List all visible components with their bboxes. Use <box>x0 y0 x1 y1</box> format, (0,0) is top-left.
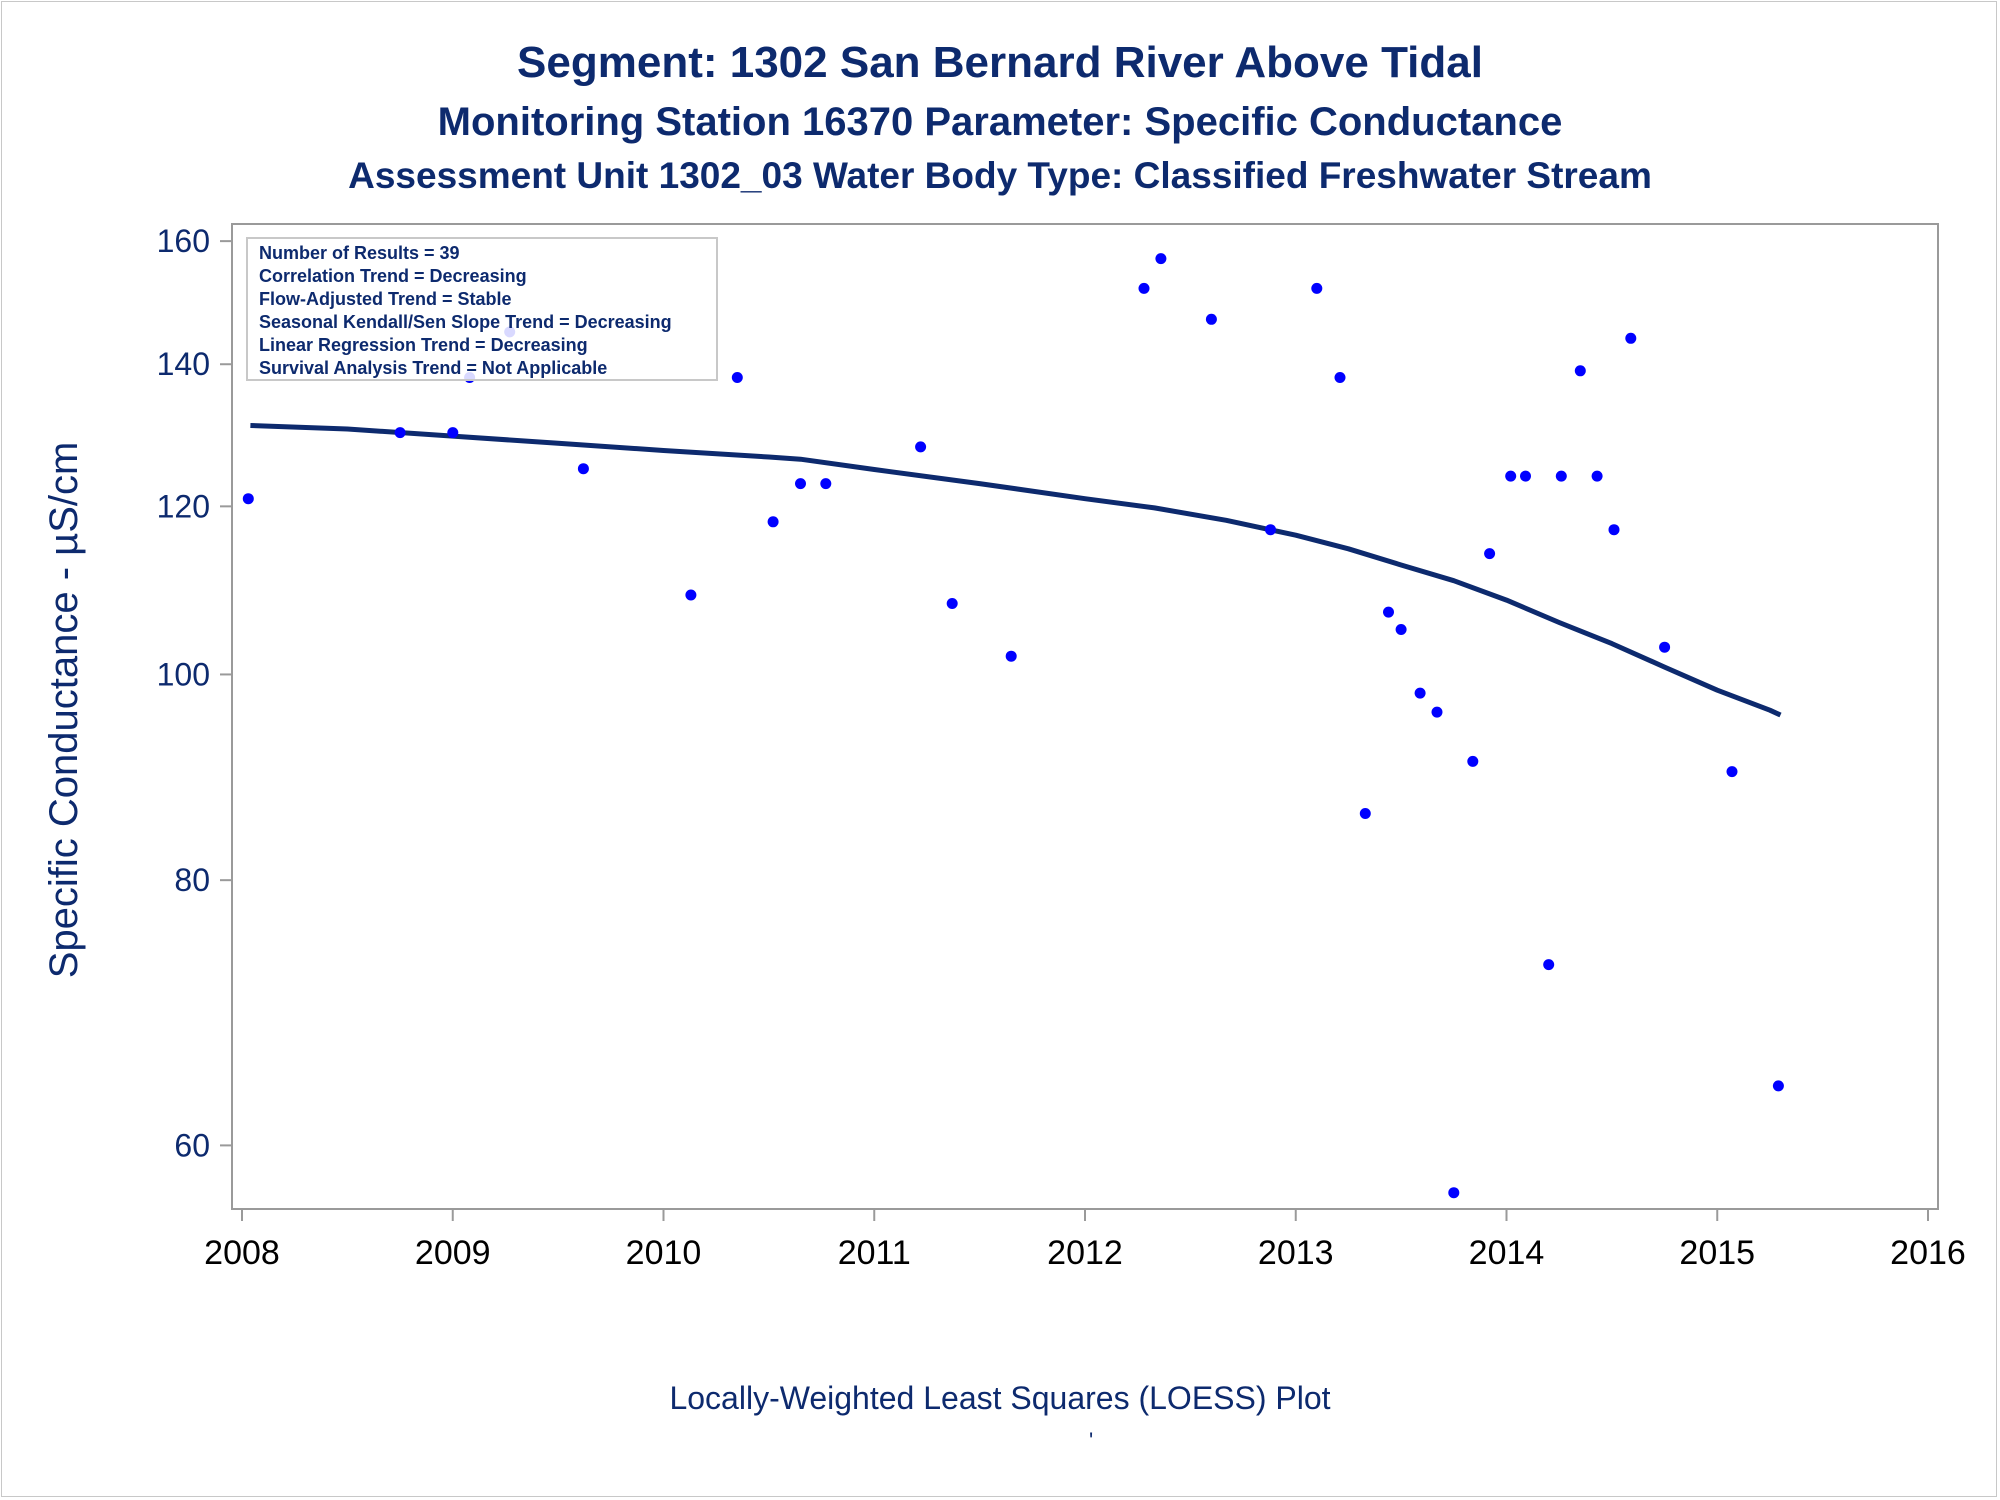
data-point <box>1311 282 1323 294</box>
stats-legend-line: Linear Regression Trend = Decreasing <box>259 335 588 355</box>
data-point <box>1574 365 1586 377</box>
data-point <box>685 589 697 601</box>
data-point <box>1265 524 1276 536</box>
data-point <box>1659 641 1671 653</box>
y-tick-label-120: 120 <box>157 488 210 524</box>
data-point <box>1467 755 1479 767</box>
data-point <box>1591 470 1603 482</box>
data-point <box>1395 624 1407 635</box>
y-tick-label-80: 80 <box>174 862 210 898</box>
data-point <box>946 598 958 609</box>
data-point <box>1431 706 1443 718</box>
data-point <box>1608 524 1620 536</box>
stats-legend-line: Survival Analysis Trend = Not Applicable <box>259 358 607 378</box>
chart-title: Segment: 1302 San Bernard River Above Ti… <box>517 38 1483 87</box>
data-point <box>577 463 589 475</box>
data-point <box>795 478 806 490</box>
y-tick-label-160: 160 <box>157 223 210 259</box>
stats-legend-line: Number of Results = 39 <box>259 243 460 263</box>
y-tick-label-140: 140 <box>157 346 210 382</box>
stats-legend-line: Correlation Trend = Decreasing <box>259 266 527 286</box>
chart-subtitle-assessment: Assessment Unit 1302_03 Water Body Type:… <box>348 155 1652 196</box>
data-point <box>1155 253 1167 265</box>
data-point <box>1359 808 1371 819</box>
plot-area: 60 80 100 120 140 160 2008 2009 2010 2011 2012 2013… <box>42 223 1966 1272</box>
data-point <box>1505 470 1517 482</box>
data-point <box>1555 470 1567 482</box>
data-point <box>1448 1187 1460 1199</box>
x-tick-label-2012: 2012 <box>1047 1234 1123 1272</box>
y-axis-label: Specific Conductance - µS/cm <box>42 442 86 979</box>
data-point <box>1138 282 1150 294</box>
chart-subtitle-station: Monitoring Station 16370 Parameter: Spec… <box>437 100 1563 144</box>
data-point <box>915 441 927 453</box>
data-point <box>1726 766 1738 778</box>
data-point <box>1005 650 1017 662</box>
data-point <box>1625 332 1637 344</box>
stats-legend-line: Flow-Adjusted Trend = Stable <box>259 289 512 309</box>
loess-line <box>250 423 1782 718</box>
y-tick-label-100: 100 <box>157 656 210 692</box>
data-point <box>242 493 254 505</box>
data-point <box>1484 548 1496 560</box>
x-tick-label-2011: 2011 <box>838 1234 911 1272</box>
x-tick-label-2014: 2014 <box>1469 1234 1545 1272</box>
data-point <box>1383 606 1394 618</box>
x-tick-label-2015: 2015 <box>1679 1234 1755 1272</box>
data-point <box>394 427 406 439</box>
x-tick-label-2013: 2013 <box>1258 1234 1334 1272</box>
x-tick-label-2016: 2016 <box>1890 1234 1966 1272</box>
y-tick-label-60: 60 <box>174 1127 210 1163</box>
x-tick-label-2009: 2009 <box>415 1234 491 1272</box>
data-point <box>731 372 743 383</box>
data-point <box>1772 1080 1784 1092</box>
data-point <box>820 478 832 490</box>
plot-footnote: Locally-Weighted Least Squares (LOESS) P… <box>669 1380 1331 1416</box>
stats-legend-box <box>246 237 718 381</box>
stats-legend-line: Seasonal Kendall/Sen Slope Trend = Decre… <box>259 312 672 332</box>
x-tick-label-2010: 2010 <box>626 1234 702 1272</box>
data-point <box>1543 959 1555 971</box>
footnote-mark: ' <box>1089 1428 1094 1453</box>
data-point <box>767 516 779 528</box>
data-point <box>447 427 459 439</box>
data-point <box>1334 372 1346 383</box>
data-point <box>1205 313 1217 325</box>
x-tick-label-2008: 2008 <box>204 1234 280 1272</box>
data-point <box>1520 470 1531 482</box>
data-point <box>1414 687 1426 699</box>
